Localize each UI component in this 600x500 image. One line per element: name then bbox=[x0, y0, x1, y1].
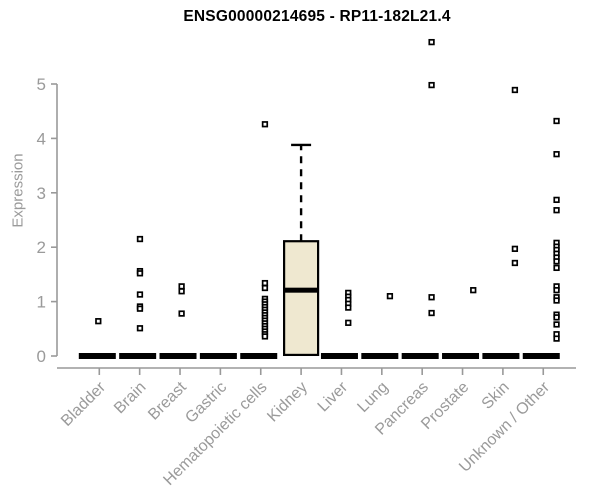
outlier-point bbox=[428, 309, 435, 317]
outlier-point bbox=[178, 310, 185, 317]
outlier-point bbox=[553, 297, 560, 304]
x-tick-label-skin: Skin bbox=[479, 379, 513, 413]
y-tick-label: 0 bbox=[37, 347, 46, 366]
y-tick-label: 4 bbox=[37, 129, 46, 148]
y-tick-label: 1 bbox=[37, 293, 46, 312]
outlier-point bbox=[345, 319, 352, 326]
chart-title: ENSG00000214695 - RP11-182L21.4 bbox=[183, 8, 451, 25]
outlier-point bbox=[136, 270, 144, 277]
zero-median-bar bbox=[78, 353, 116, 359]
zero-median-bar bbox=[361, 353, 399, 359]
outlier-point bbox=[511, 245, 519, 252]
outlier-point bbox=[345, 304, 352, 311]
outlier-point bbox=[95, 318, 102, 325]
x-tick-label-bladder: Bladder bbox=[58, 378, 109, 429]
outlier-point bbox=[261, 284, 269, 292]
boxplot-box bbox=[283, 240, 320, 357]
x-tick-label-liver: Liver bbox=[315, 378, 352, 415]
y-tick-label: 2 bbox=[37, 238, 46, 257]
zero-median-bar bbox=[119, 353, 157, 359]
outlier-point bbox=[553, 264, 560, 272]
zero-median-bar bbox=[240, 353, 278, 359]
outlier-point bbox=[553, 287, 560, 294]
outlier-point bbox=[178, 283, 185, 290]
outlier-point bbox=[136, 305, 144, 312]
outlier-point bbox=[261, 279, 269, 287]
outlier-point bbox=[553, 258, 560, 265]
y-tick-label: 3 bbox=[37, 184, 46, 203]
outlier-point bbox=[553, 196, 560, 204]
outlier-point bbox=[553, 117, 560, 125]
outlier-point bbox=[470, 287, 477, 294]
x-tick-label-lung: Lung bbox=[354, 379, 391, 416]
outlier-point bbox=[553, 335, 560, 342]
outlier-point bbox=[511, 86, 519, 94]
zero-median-bar bbox=[320, 353, 358, 359]
outlier-point bbox=[261, 333, 269, 340]
zero-median-bar bbox=[401, 353, 439, 359]
zero-median-bar bbox=[522, 353, 560, 359]
x-tick-label-kidney: Kidney bbox=[264, 379, 311, 426]
boxplot-median bbox=[284, 287, 319, 293]
outlier-point bbox=[553, 314, 560, 321]
outlier-point bbox=[428, 81, 435, 89]
outlier-point bbox=[553, 321, 560, 328]
outlier-point bbox=[553, 151, 560, 158]
zero-median-bar bbox=[159, 353, 197, 359]
zero-median-bar bbox=[482, 353, 520, 359]
outlier-point bbox=[428, 294, 435, 301]
y-tick-label: 5 bbox=[37, 75, 46, 94]
outlier-point bbox=[178, 288, 185, 295]
x-tick-label-brain: Brain bbox=[111, 379, 149, 417]
outlier-point bbox=[136, 325, 144, 332]
zero-median-bar bbox=[442, 353, 480, 359]
outlier-point bbox=[136, 291, 144, 298]
outlier-point bbox=[136, 235, 144, 243]
outlier-point bbox=[511, 259, 519, 267]
outlier-point bbox=[386, 293, 394, 300]
outlier-point bbox=[553, 207, 560, 214]
outlier-point bbox=[428, 38, 435, 46]
outlier-point bbox=[261, 121, 269, 128]
zero-median-bar bbox=[199, 353, 237, 359]
